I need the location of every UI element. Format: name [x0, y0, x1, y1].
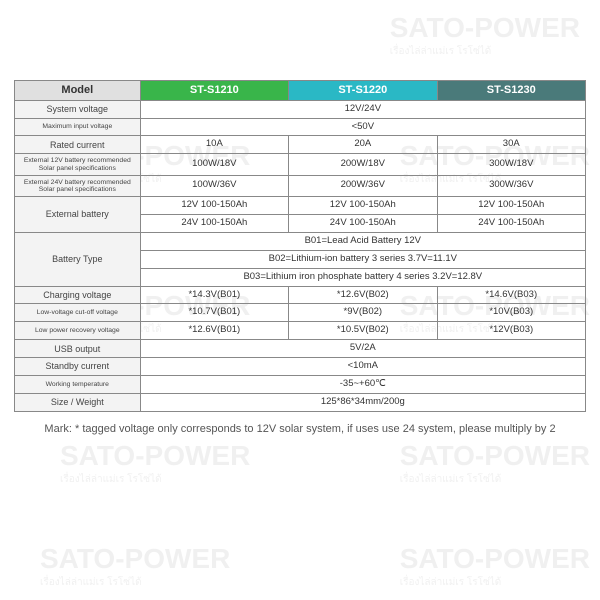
- spec-table: Model ST-S1210 ST-S1220 ST-S1230 System …: [14, 80, 586, 412]
- footnote: Mark: * tagged voltage only corresponds …: [14, 422, 586, 436]
- value-lvco-a: *10.7V(B01): [140, 304, 288, 322]
- value-charging-voltage-a: *14.3V(B01): [140, 286, 288, 304]
- value-rated-current-b: 20A: [289, 136, 437, 154]
- value-system-voltage: 12V/24V: [140, 100, 585, 118]
- value-battery-type-1: B01=Lead Acid Battery 12V: [140, 232, 585, 250]
- value-ext-bat-12v-c: 12V 100-150Ah: [437, 196, 585, 214]
- value-rated-current-c: 30A: [437, 136, 585, 154]
- value-battery-type-2: B02=Lithium-ion battery 3 series 3.7V=11…: [140, 250, 585, 268]
- value-lpr-a: *12.6V(B01): [140, 322, 288, 340]
- value-ext12v-c: 300W/18V: [437, 154, 585, 175]
- value-ext-bat-24v-a: 24V 100-150Ah: [140, 214, 288, 232]
- label-ext24v: External 24V battery recommended Solar p…: [15, 175, 141, 196]
- label-rated-current: Rated current: [15, 136, 141, 154]
- value-rated-current-a: 10A: [140, 136, 288, 154]
- label-standby-current: Standby current: [15, 358, 141, 376]
- value-standby-current: <10mA: [140, 358, 585, 376]
- value-ext-bat-24v-c: 24V 100-150Ah: [437, 214, 585, 232]
- label-ext12v: External 12V battery recommended Solar p…: [15, 154, 141, 175]
- value-ext12v-a: 100W/18V: [140, 154, 288, 175]
- label-external-battery: External battery: [15, 196, 141, 232]
- watermark: SATO-POWERเรื่องไล่ล่าแม่เร โรโซ่ได้: [60, 440, 250, 487]
- label-max-input-voltage: Maximum input voltage: [15, 118, 141, 136]
- value-usb-output: 5V/2A: [140, 340, 585, 358]
- value-ext12v-b: 200W/18V: [289, 154, 437, 175]
- value-lvco-c: *10V(B03): [437, 304, 585, 322]
- label-battery-type: Battery Type: [15, 232, 141, 286]
- watermark: SATO-POWERเรื่องไล่ล่าแม่เร โรโซ่ได้: [400, 440, 590, 487]
- header-st-s1230: ST-S1230: [437, 81, 585, 101]
- label-size-weight: Size / Weight: [15, 394, 141, 412]
- value-size-weight: 125*86*34mm/200g: [140, 394, 585, 412]
- value-ext-bat-12v-b: 12V 100-150Ah: [289, 196, 437, 214]
- label-low-power-recovery: Low power recovery voltage: [15, 322, 141, 340]
- label-working-temp: Working temperature: [15, 376, 141, 394]
- value-ext24v-c: 300W/36V: [437, 175, 585, 196]
- value-lvco-b: *9V(B02): [289, 304, 437, 322]
- value-ext-bat-12v-a: 12V 100-150Ah: [140, 196, 288, 214]
- value-battery-type-3: B03=Lithium iron phosphate battery 4 ser…: [140, 268, 585, 286]
- label-usb-output: USB output: [15, 340, 141, 358]
- value-lpr-b: *10.5V(B02): [289, 322, 437, 340]
- value-working-temp: -35~+60℃: [140, 376, 585, 394]
- value-max-input-voltage: <50V: [140, 118, 585, 136]
- value-charging-voltage-c: *14.6V(B03): [437, 286, 585, 304]
- value-ext24v-a: 100W/36V: [140, 175, 288, 196]
- header-st-s1220: ST-S1220: [289, 81, 437, 101]
- header-st-s1210: ST-S1210: [140, 81, 288, 101]
- label-low-voltage-cutoff: Low-voltage cut-off voltage: [15, 304, 141, 322]
- value-lpr-c: *12V(B03): [437, 322, 585, 340]
- header-model: Model: [15, 81, 141, 101]
- value-ext24v-b: 200W/36V: [289, 175, 437, 196]
- value-charging-voltage-b: *12.6V(B02): [289, 286, 437, 304]
- watermark: SATO-POWERเรื่องไล่ล่าแม่เร โรโซ่ได้: [400, 543, 590, 590]
- watermark: SATO-POWERเรื่องไล่ล่าแม่เร โรโซ่ได้: [40, 543, 230, 590]
- label-charging-voltage: Charging voltage: [15, 286, 141, 304]
- value-ext-bat-24v-b: 24V 100-150Ah: [289, 214, 437, 232]
- label-system-voltage: System voltage: [15, 100, 141, 118]
- header-row: Model ST-S1210 ST-S1220 ST-S1230: [15, 81, 586, 101]
